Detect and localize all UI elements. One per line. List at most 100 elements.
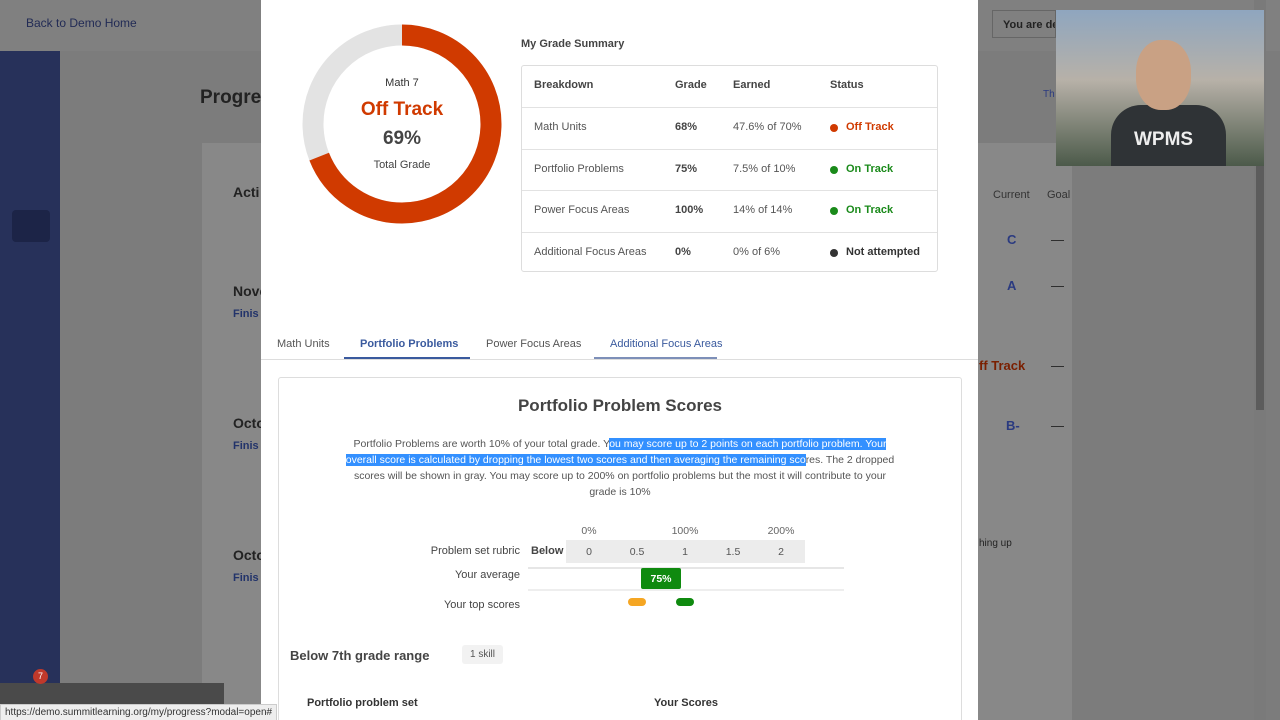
goal: — — [1051, 278, 1064, 293]
table-header: Portfolio problem set — [307, 697, 418, 709]
section-link[interactable]: Finis — [233, 572, 259, 584]
status: Not attempted — [846, 245, 920, 258]
donut-arc — [302, 24, 502, 224]
total-grade: 69% — [382, 128, 422, 149]
grade: A — [1007, 278, 1017, 293]
status-dot — [830, 165, 838, 174]
percent-tick-label: 0% — [581, 525, 596, 537]
tab-underline — [344, 357, 470, 359]
row-divider — [522, 148, 937, 150]
top-score — [628, 598, 646, 606]
rubric-tick-label: 1.5 — [726, 546, 741, 558]
scrollbar[interactable] — [1254, 0, 1266, 720]
rubric-tick-label: 0 — [586, 546, 592, 558]
average-badge — [641, 568, 681, 589]
table-cell: 75% — [675, 162, 698, 175]
status: On Track — [846, 204, 894, 217]
range-count: 1 skill — [462, 645, 504, 664]
rubric-below: Below — [531, 545, 564, 557]
rubric-tick-label: 0.5 — [630, 546, 645, 558]
column-header: Current — [993, 189, 1030, 201]
grade: C — [1007, 232, 1017, 247]
table-cell: Math Units — [534, 121, 587, 134]
section-link[interactable]: Finis — [233, 308, 259, 320]
row-divider — [522, 107, 937, 109]
section-link[interactable]: Finis — [233, 440, 259, 452]
notification-badge: 7 — [33, 669, 48, 684]
status-dot — [830, 124, 838, 133]
text: Portfolio Problems are worth 10% of your… — [353, 438, 610, 450]
grade: ff Track — [979, 358, 1026, 373]
table-cell: 100% — [675, 204, 704, 217]
description: Portfolio Problems are worth 10% of your… — [340, 436, 900, 500]
section-label: Octo — [233, 547, 265, 563]
rubric-bar — [566, 540, 805, 563]
range-title: Below 7th grade range — [290, 648, 430, 663]
table-header: Your Scores — [654, 697, 718, 709]
tab-underline — [594, 357, 717, 359]
scores-title: Portfolio Problem Scores — [517, 396, 723, 415]
status-dot — [830, 207, 838, 216]
status-bar: https://demo.summitlearning.org/my/progr… — [0, 704, 278, 720]
top-scores-label: Your top scores — [443, 599, 520, 611]
table-cell: 0% — [675, 245, 691, 258]
text: res. The 2 dropped scores will be shown … — [353, 454, 895, 498]
course-name: Math 7 — [385, 77, 419, 89]
table-cell: Portfolio Problems — [534, 162, 624, 175]
top-score — [676, 598, 694, 606]
table-header: Earned — [733, 79, 771, 91]
percent-tick-label: 100% — [672, 525, 699, 537]
row-divider — [522, 231, 937, 233]
section-label: Acti — [233, 184, 260, 200]
modal — [261, 0, 978, 720]
table-cell: 47.6% of 70% — [733, 121, 802, 134]
scores-card — [278, 377, 962, 720]
page-title: Progre — [200, 87, 262, 108]
side-nav — [0, 51, 60, 720]
column-header: Goal — [1047, 189, 1071, 201]
course-status: Off Track — [360, 99, 444, 120]
shirt-text: WPMS — [1134, 129, 1194, 150]
total-caption: Total Grade — [373, 159, 431, 171]
status: Off Track — [846, 121, 894, 134]
table-header: Status — [830, 79, 864, 91]
table-header: Grade — [675, 79, 707, 91]
webcam-feed: WPMS — [1056, 10, 1264, 166]
percent-tick-label: 200% — [768, 525, 795, 537]
goal: — — [1051, 418, 1064, 433]
table-cell: 14% of 14% — [733, 204, 793, 217]
summary-title: My Grade Summary — [521, 38, 625, 50]
table-cell: 7.5% of 10% — [733, 162, 796, 175]
tab[interactable]: Portfolio Problems — [360, 338, 459, 350]
section-label: Nove — [233, 283, 268, 299]
status: On Track — [846, 162, 894, 175]
rubric-tick-label: 1 — [682, 546, 688, 558]
grade: B- — [1006, 418, 1020, 433]
demo-banner: You are de — [992, 10, 1056, 38]
goal: — — [1051, 232, 1064, 247]
table-header: Breakdown — [534, 79, 594, 91]
section-label: Octo — [233, 415, 265, 431]
tab-divider — [261, 359, 978, 360]
pager[interactable]: Th — [1043, 89, 1055, 100]
rubric-label: Problem set rubric — [430, 545, 520, 557]
average-label: 75% — [650, 573, 672, 585]
status-dot — [830, 248, 838, 257]
tab[interactable]: Power Focus Areas — [486, 338, 582, 350]
table-cell: Additional Focus Areas — [534, 245, 647, 258]
tab[interactable]: Math Units — [277, 338, 330, 350]
table-cell: 0% of 6% — [733, 245, 781, 258]
summary-table: Breakdown Grade Earned Status Math Units 68% 4… — [521, 65, 938, 272]
rubric-tick-label: 2 — [778, 546, 784, 558]
note: hing up — [979, 538, 1012, 549]
table-cell: 68% — [675, 121, 698, 134]
nav-active — [12, 210, 50, 242]
row-divider — [522, 190, 937, 192]
average-label: Your average — [454, 569, 520, 581]
tab[interactable]: Additional Focus Areas — [610, 338, 723, 350]
table-cell: Power Focus Areas — [534, 204, 630, 217]
back-link[interactable]: Back to Demo Home — [26, 16, 137, 30]
goal: — — [1051, 358, 1064, 373]
